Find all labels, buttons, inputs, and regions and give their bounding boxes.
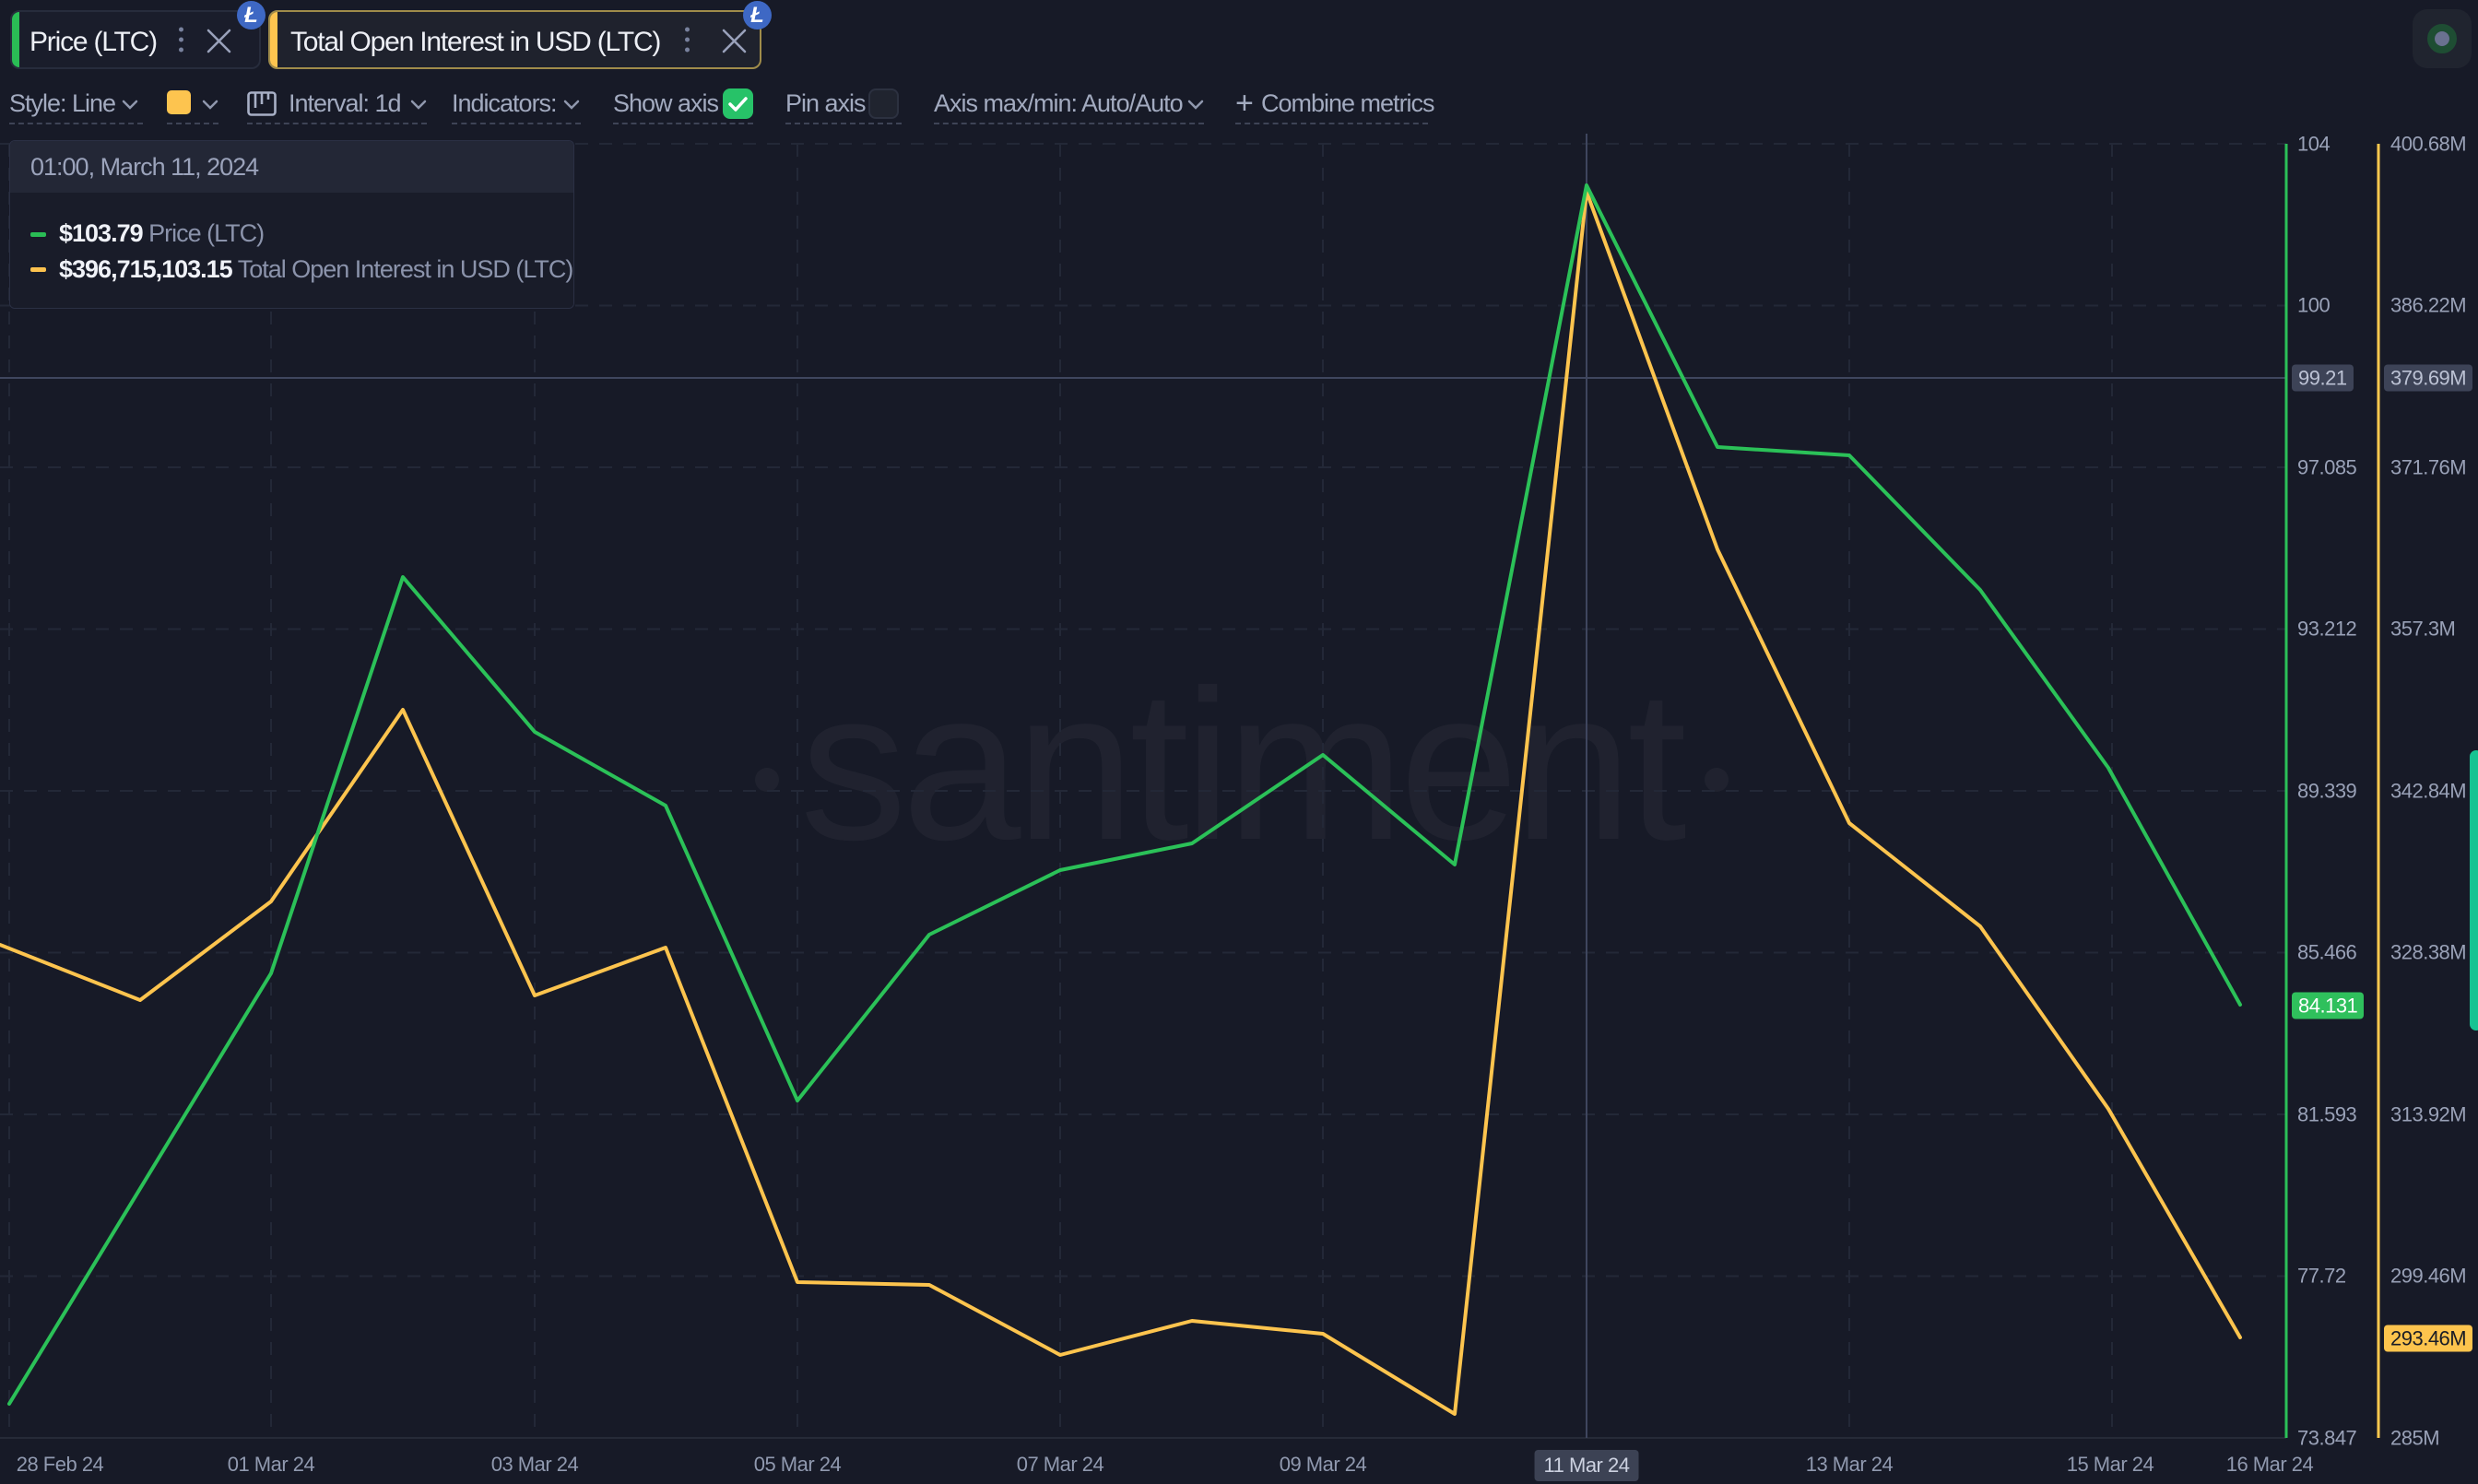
svg-text:santiment: santiment <box>800 646 1685 885</box>
